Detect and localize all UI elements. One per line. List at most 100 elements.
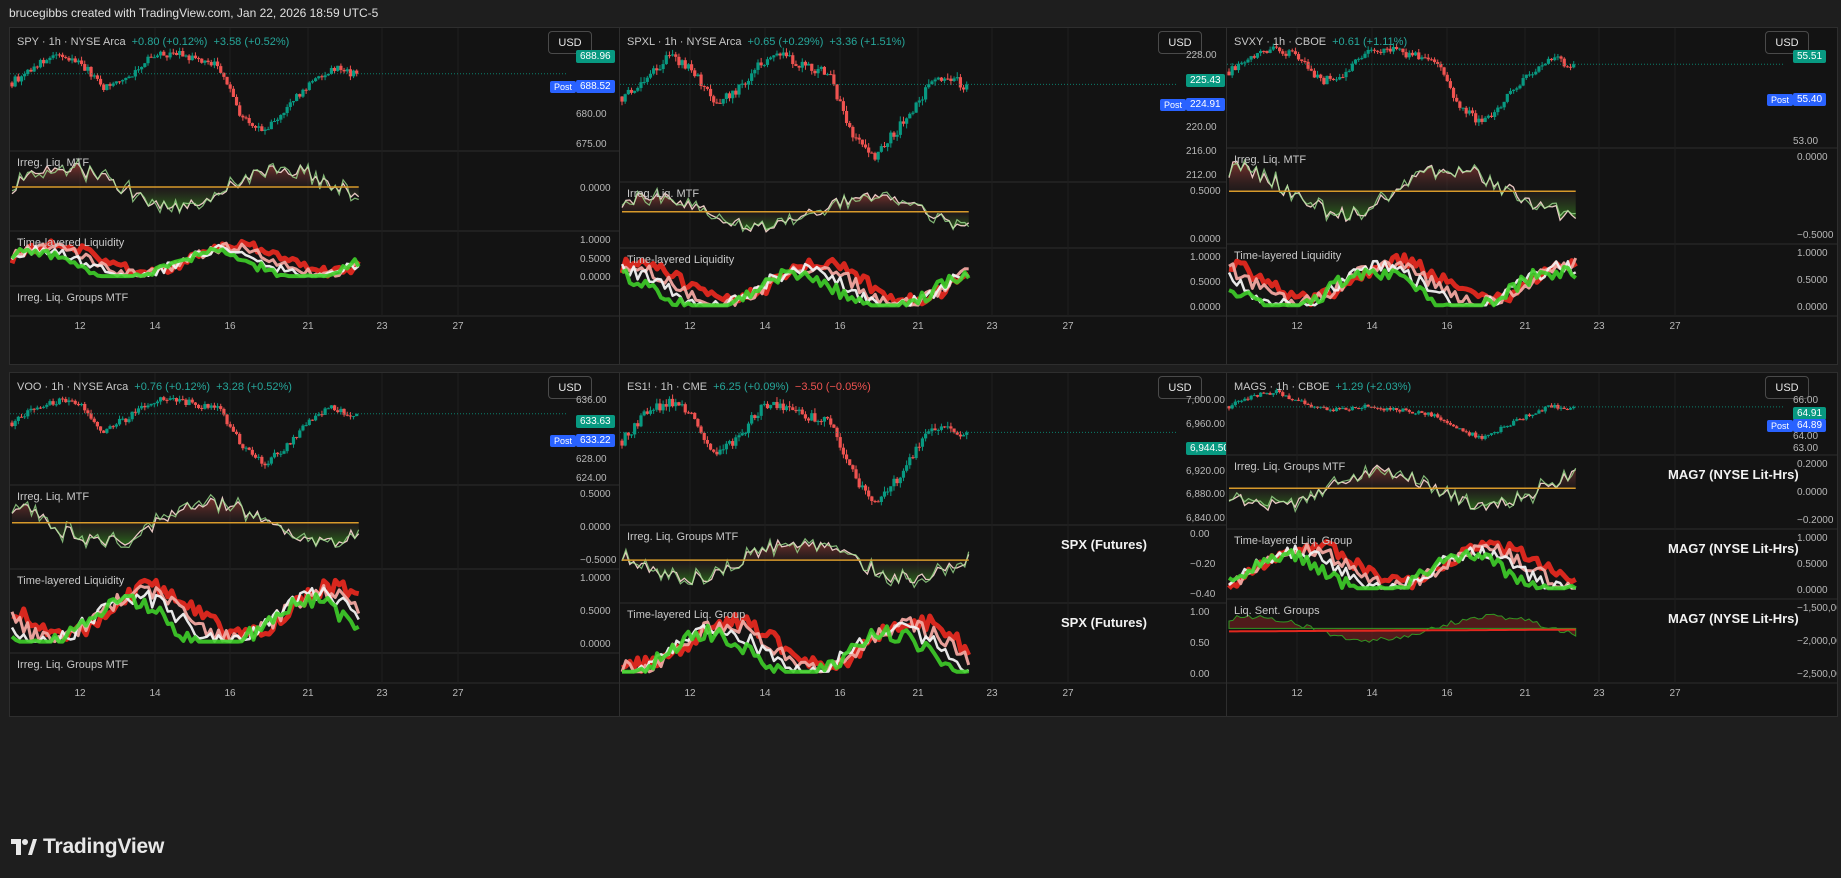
candle-body (196, 58, 201, 60)
indicator-label[interactable]: Time-layered Liquidity (1234, 250, 1342, 262)
candle-body (1309, 68, 1313, 71)
symbol-name[interactable]: SVXY · 1h · CBOE (1234, 36, 1327, 48)
oscillator-area (622, 193, 969, 232)
candle-body (961, 434, 966, 437)
candle-body (1448, 422, 1452, 425)
indicator-label[interactable]: Time-layered Liquidity (17, 575, 125, 587)
symbol-legend: SVXY · 1h · CBOE +0.61 (+1.11%) (1234, 36, 1413, 48)
currency-button[interactable]: USD (548, 31, 592, 54)
candle-body (1572, 64, 1576, 68)
chart-panel-mags[interactable]: MAGS · 1h · CBOE +1.29 (+2.03%) USD 66.00 64… (1226, 372, 1838, 717)
candle-body (89, 413, 93, 419)
candle-body (222, 408, 226, 415)
chart-panel-es1[interactable]: ES1! · 1h · CME +6.25 (+0.09%) −3.50 (−0.0… (619, 372, 1231, 717)
indicator-label[interactable]: Time-layered Liq. Group (627, 609, 746, 621)
candle-body (1518, 85, 1522, 89)
candle-body (1508, 91, 1513, 94)
candle-body (1458, 428, 1462, 430)
candle-body (184, 399, 188, 405)
indicator-label[interactable]: Irreg. Liq. MTF (17, 157, 90, 169)
symbol-name[interactable]: SPXL · 1h · NYSE Arca (627, 36, 742, 48)
candle-body (1521, 419, 1525, 421)
symbol-name[interactable]: ES1! · 1h · CME (627, 381, 708, 393)
candle-body (136, 69, 141, 71)
time-axis-tick: 12 (684, 688, 696, 699)
candle-body (26, 410, 30, 417)
candle-body (882, 146, 887, 148)
candle-body (1385, 407, 1389, 411)
candle-body (1372, 49, 1377, 51)
indicator-label[interactable]: Irreg. Liq. MTF (17, 491, 90, 503)
chart-canvas[interactable] (1227, 28, 1838, 365)
indicator-label[interactable]: Irreg. Liq. Groups MTF (1234, 461, 1346, 473)
chart-panel-voo[interactable]: VOO · 1h · NYSE Arca +0.76 (+0.12%) +3.28 … (9, 372, 621, 717)
candle-body (762, 403, 766, 405)
candle-body (1230, 405, 1234, 409)
chart-canvas[interactable] (10, 373, 621, 717)
time-axis-tick: 12 (684, 321, 696, 332)
candle-body (743, 433, 747, 435)
candle-body (731, 441, 735, 446)
chart-canvas[interactable] (10, 28, 621, 365)
chart-panel-spxl[interactable]: SPXL · 1h · NYSE Arca +0.65 (+0.29%) +3.36… (619, 27, 1231, 365)
candle-body (721, 449, 725, 451)
candle-body (829, 74, 833, 76)
chart-canvas[interactable] (620, 28, 1231, 365)
candle-body (178, 50, 182, 56)
currency-button[interactable]: USD (1765, 31, 1809, 54)
indicator-label[interactable]: Time-layered Liq. Group (1234, 535, 1353, 547)
last-price-tag: 688.96 (576, 50, 615, 63)
chart-panel-spy[interactable]: SPY · 1h · NYSE Arca +0.80 (+0.12%) +3.58 … (9, 27, 621, 365)
indicator-label[interactable]: Irreg. Liq. Groups MTF (627, 531, 739, 543)
candle-body (901, 470, 906, 478)
currency-button[interactable]: USD (1765, 376, 1809, 399)
candle-body (1338, 408, 1342, 410)
chart-canvas[interactable] (620, 373, 1231, 717)
candle-body (1293, 51, 1298, 55)
indicator-label[interactable]: Irreg. Liq. MTF (1234, 154, 1307, 166)
candle-body (727, 93, 732, 99)
candle-body (1268, 49, 1272, 53)
candle-body (867, 490, 871, 497)
indicator-label[interactable]: Time-layered Liquidity (17, 237, 125, 249)
oscillator-area (622, 540, 969, 585)
candle-body (639, 82, 643, 88)
candle-body (304, 89, 308, 91)
candle-body (1505, 93, 1509, 102)
indicator-label[interactable]: Time-layered Liquidity (627, 254, 735, 266)
candle-body (882, 491, 887, 497)
symbol-name[interactable]: VOO · 1h · NYSE Arca (17, 381, 129, 393)
candle-body (108, 426, 112, 429)
indicator-label[interactable]: Liq. Sent. Groups (1234, 605, 1320, 617)
indicator-label[interactable]: Irreg. Liq. MTF (627, 188, 700, 200)
candle-body (1357, 58, 1361, 60)
tradingview-logo[interactable]: TradingView (11, 835, 164, 859)
symbol-name[interactable]: MAGS · 1h · CBOE (1234, 381, 1330, 393)
candle-body (930, 428, 934, 432)
candle-body (1284, 53, 1288, 56)
candle-body (781, 52, 785, 56)
candle-body (693, 412, 697, 420)
chart-panel-svxy[interactable]: SVXY · 1h · CBOE +0.61 (+1.11%) USD 55.51 55… (1226, 27, 1838, 365)
candle-body (19, 416, 24, 418)
indicator-label[interactable]: Irreg. Liq. Groups MTF (17, 659, 129, 671)
currency-button[interactable]: USD (548, 376, 592, 399)
candle-body (1290, 399, 1294, 401)
currency-button[interactable]: USD (1158, 31, 1202, 54)
candle-body (140, 66, 144, 70)
candle-body (892, 478, 896, 487)
symbol-name[interactable]: SPY · 1h · NYSE Arca (17, 36, 126, 48)
candle-body (699, 74, 703, 86)
candle-body (851, 465, 855, 470)
candle-body (92, 418, 96, 422)
candle-body (721, 99, 725, 104)
indicator-label[interactable]: Irreg. Liq. Groups MTF (17, 292, 129, 304)
price-tick: 216.00 (1186, 146, 1217, 157)
candle-body (1376, 50, 1380, 52)
candle-body (1379, 408, 1383, 410)
currency-button[interactable]: USD (1158, 376, 1202, 399)
chart-canvas[interactable] (1227, 373, 1838, 717)
candle-body (1461, 428, 1465, 432)
price-tick: 228.00 (1186, 50, 1217, 61)
candle-body (1334, 79, 1339, 81)
